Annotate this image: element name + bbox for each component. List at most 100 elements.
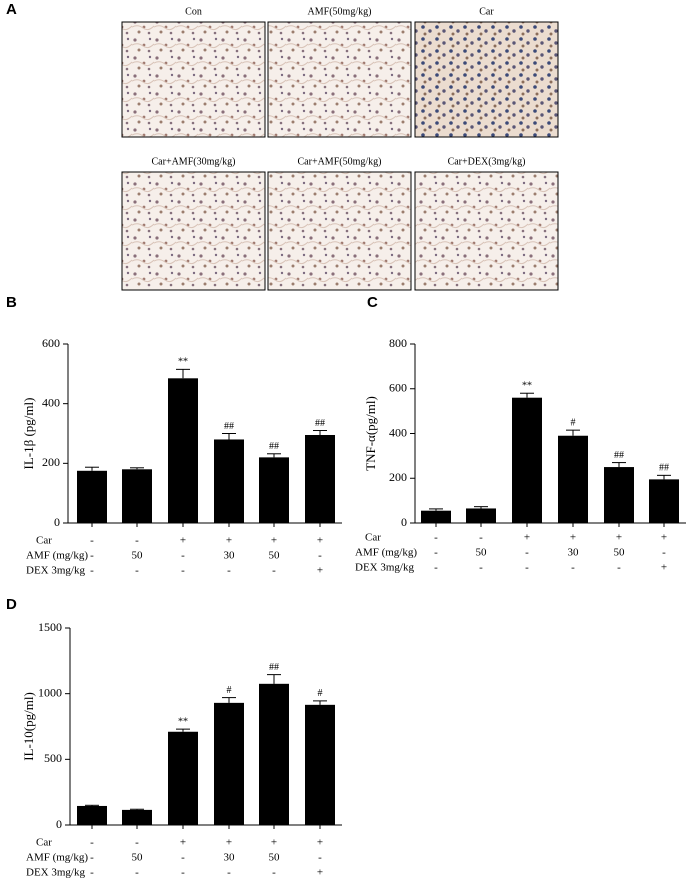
row-cell: + <box>180 837 186 849</box>
row-cell: - <box>571 562 575 574</box>
row-cell: + <box>661 532 667 544</box>
row-cell: 50 <box>614 547 626 559</box>
row-label: AMF (mg/kg) <box>26 550 88 562</box>
significance-label: ## <box>315 418 325 429</box>
row-cell: + <box>271 535 277 547</box>
bar <box>168 378 198 523</box>
y-tick-label: 0 <box>54 515 60 529</box>
y-tick-label: 1000 <box>38 685 62 699</box>
bar <box>214 702 244 825</box>
row-cell: - <box>181 867 185 878</box>
bar <box>214 439 244 523</box>
row-cell: + <box>524 532 530 544</box>
row-cell: - <box>662 547 666 559</box>
row-cell: + <box>271 837 277 849</box>
bar <box>305 434 335 523</box>
bar <box>77 470 107 523</box>
y-tick-label: 800 <box>389 336 407 350</box>
row-cell: 50 <box>132 852 144 864</box>
row-label: DEX 3mg/kg <box>26 867 85 878</box>
row-cell: - <box>434 562 438 574</box>
y-tick-label: 0 <box>401 515 407 529</box>
row-label: AMF (mg/kg) <box>355 547 417 559</box>
significance-label: # <box>227 685 232 696</box>
micrograph <box>267 21 412 138</box>
micrograph <box>267 171 412 291</box>
y-tick-label: 400 <box>42 395 60 409</box>
y-tick-label: 1500 <box>38 620 62 634</box>
row-cell: 30 <box>224 550 236 562</box>
row-cell: - <box>479 532 483 544</box>
significance-label: # <box>318 688 323 699</box>
row-cell: + <box>180 535 186 547</box>
y-axis-label: IL-1β (pg/ml) <box>21 398 36 470</box>
micrograph <box>414 21 559 138</box>
micrograph <box>121 171 266 291</box>
bar <box>421 510 451 523</box>
image-caption: Car+AMF(30mg/kg) <box>152 156 236 167</box>
row-cell: - <box>90 837 94 849</box>
y-tick-label: 200 <box>389 470 407 484</box>
row-cell: 50 <box>269 550 281 562</box>
row-cell: - <box>227 867 231 878</box>
panel-label: A <box>6 1 17 18</box>
significance-label: ## <box>269 662 279 673</box>
y-tick-label: 600 <box>389 381 407 395</box>
y-tick-label: 400 <box>389 425 407 439</box>
row-label: Car <box>36 837 52 849</box>
bar <box>512 397 542 523</box>
y-axis-label: IL-10(pg/ml) <box>21 692 36 761</box>
y-axis-label: TNF-α(pg/ml) <box>363 396 378 471</box>
row-cell: - <box>434 547 438 559</box>
row-label: Car <box>36 535 52 547</box>
row-cell: - <box>318 550 322 562</box>
significance-label: ** <box>178 716 188 727</box>
panel-label: C <box>367 294 378 311</box>
row-label: AMF (mg/kg) <box>26 852 88 864</box>
row-cell: - <box>181 852 185 864</box>
row-cell: + <box>317 535 323 547</box>
row-cell: + <box>226 535 232 547</box>
row-cell: - <box>272 867 276 878</box>
row-label: Car <box>365 532 381 544</box>
row-cell: - <box>90 565 94 577</box>
row-cell: 30 <box>224 852 236 864</box>
row-cell: - <box>135 837 139 849</box>
row-cell: + <box>317 565 323 577</box>
row-cell: - <box>272 565 276 577</box>
bar <box>259 683 289 825</box>
significance-label: ## <box>224 421 234 432</box>
row-cell: 50 <box>132 550 144 562</box>
row-cell: + <box>616 532 622 544</box>
significance-label: ## <box>269 441 279 452</box>
row-cell: - <box>227 565 231 577</box>
row-cell: 50 <box>476 547 488 559</box>
y-tick-label: 0 <box>56 817 62 831</box>
row-cell: - <box>90 550 94 562</box>
bar <box>259 457 289 523</box>
row-cell: - <box>135 867 139 878</box>
image-caption: AMF(50mg/kg) <box>308 6 372 17</box>
bar <box>558 435 588 523</box>
y-tick-label: 600 <box>42 336 60 350</box>
row-cell: - <box>525 562 529 574</box>
panel-label: B <box>6 294 17 311</box>
row-cell: - <box>135 565 139 577</box>
bar <box>604 467 634 523</box>
significance-label: ## <box>614 450 624 461</box>
row-cell: - <box>617 562 621 574</box>
micrograph <box>121 21 266 138</box>
row-cell: - <box>90 867 94 878</box>
row-label: DEX 3mg/kg <box>26 565 85 577</box>
y-tick-label: 200 <box>42 455 60 469</box>
image-caption: Car+AMF(50mg/kg) <box>298 156 382 167</box>
row-cell: - <box>434 532 438 544</box>
row-cell: + <box>570 532 576 544</box>
y-tick-label: 500 <box>44 751 62 765</box>
row-label: DEX 3mg/kg <box>355 562 414 574</box>
row-cell: + <box>226 837 232 849</box>
row-cell: + <box>317 867 323 878</box>
row-cell: - <box>479 562 483 574</box>
row-cell: + <box>317 837 323 849</box>
